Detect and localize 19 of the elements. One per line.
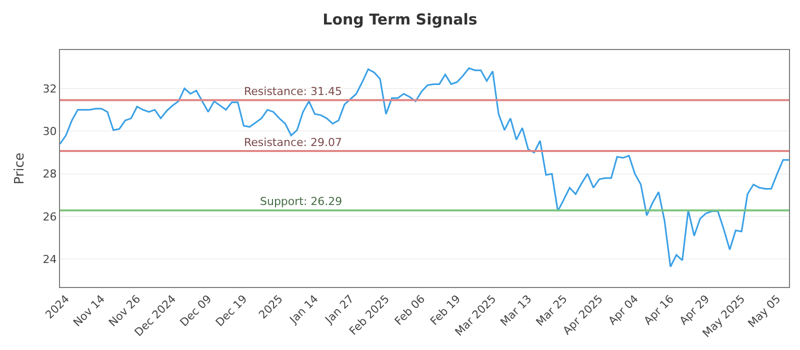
ref-line-label: Resistance: 29.07: [244, 136, 342, 149]
x-tick-label: Apr 04: [606, 292, 641, 328]
ref-line-label: Resistance: 31.45: [244, 85, 342, 98]
x-tick-label: Feb 06: [392, 292, 428, 328]
y-tick-label: 28: [42, 168, 57, 181]
y-tick-label: 30: [42, 124, 57, 138]
line-series: [60, 67, 789, 268]
x-tick-label: Mar 13: [498, 292, 534, 329]
x-tick-label: Jan 14: [286, 292, 321, 327]
x-tick-label: Dec 19: [213, 292, 250, 330]
y-tick-label: 24: [42, 253, 57, 266]
y-tick-label: 26: [42, 210, 57, 224]
chart-title: Long Term Signals: [322, 10, 478, 28]
y-tick-label: 32: [42, 82, 57, 96]
x-tick-label: Nov 14: [70, 292, 108, 330]
x-tick-label: Apr 16: [641, 292, 676, 328]
y-axis-title: Price: [12, 152, 28, 184]
ref-line-label: Support: 26.29: [260, 195, 342, 208]
x-tick-label: Dec 09: [178, 292, 214, 330]
